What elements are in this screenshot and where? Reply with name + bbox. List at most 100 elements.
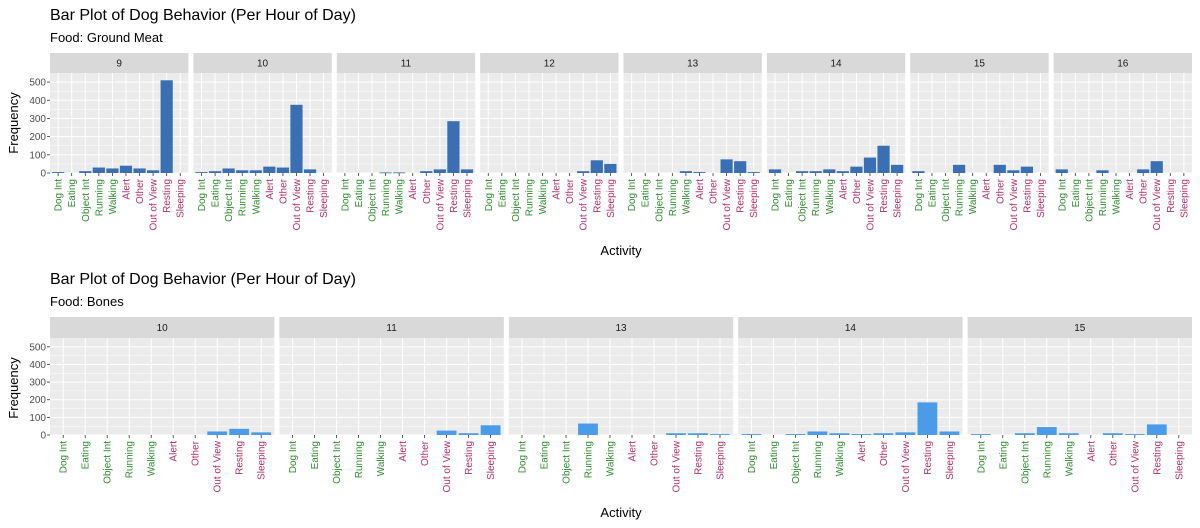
bar xyxy=(863,157,877,173)
x-tick-label: Dog Int xyxy=(976,441,987,473)
x-tick-label: Object Int xyxy=(332,441,343,484)
x-tick-label: Dog Int xyxy=(288,441,299,473)
x-tick-label: Other xyxy=(135,178,146,204)
bar xyxy=(747,172,760,173)
bar xyxy=(79,171,92,173)
bar xyxy=(734,161,747,173)
bar xyxy=(666,433,686,435)
bar xyxy=(1055,169,1068,173)
bar xyxy=(877,145,890,173)
x-tick-label: Eating xyxy=(354,179,365,207)
bar xyxy=(447,121,460,173)
x-tick-label: Walking xyxy=(835,441,846,476)
x-tick-label: Walking xyxy=(606,441,617,476)
x-tick-label: Alert xyxy=(838,179,849,200)
x-tick-label: Resting xyxy=(306,179,317,213)
x-tick-label: Out of View xyxy=(1009,178,1020,230)
x-tick-label: Alert xyxy=(695,179,706,200)
bar xyxy=(160,80,173,173)
facet-strip-label: 14 xyxy=(831,59,843,70)
x-tick-label: Sleeping xyxy=(176,179,187,218)
bar xyxy=(1150,161,1163,173)
panel-background xyxy=(279,338,504,435)
x-tick-label: Object Int xyxy=(791,441,802,484)
bar xyxy=(590,160,603,173)
x-tick-label: Other xyxy=(422,178,433,204)
facet-strip xyxy=(50,53,189,73)
x-tick-label: Walking xyxy=(825,179,836,214)
x-tick-label: Walking xyxy=(251,179,262,214)
chart-title-bottom: Bar Plot of Dog Behavior (Per Hour of Da… xyxy=(50,271,356,288)
bar xyxy=(133,168,146,173)
x-tick-label: Out of View xyxy=(435,178,446,230)
panel-background xyxy=(193,73,332,173)
x-tick-label: Eating xyxy=(211,179,222,207)
facet-strip-label: 11 xyxy=(386,323,397,334)
x-tick-label: Object Int xyxy=(1084,179,1095,222)
bar xyxy=(263,166,276,173)
x-tick-label: Dog Int xyxy=(197,179,208,211)
x-tick-label: Sleeping xyxy=(1179,179,1190,218)
facet-strip-label: 14 xyxy=(845,323,857,334)
facet-strip-label: 11 xyxy=(401,59,412,70)
facet-strip xyxy=(766,53,906,73)
bar xyxy=(249,170,262,173)
x-tick-label: Object Int xyxy=(103,441,114,484)
x-tick-label: Walking xyxy=(681,179,692,214)
x-tick-label: Running xyxy=(584,441,595,478)
x-tick-label: Object Int xyxy=(562,441,573,484)
x-tick-label: Out of View xyxy=(292,178,303,230)
x-tick-label: Dog Int xyxy=(1057,179,1068,211)
bar xyxy=(1014,433,1035,435)
x-tick-label: Sleeping xyxy=(462,179,473,218)
x-tick-label: Eating xyxy=(927,179,938,207)
x-tick-label: Object Int xyxy=(224,179,235,222)
bar xyxy=(106,168,119,173)
x-tick-label: Sleeping xyxy=(749,179,760,218)
facet-strip-label: 15 xyxy=(974,59,986,70)
x-tick-label: Sleeping xyxy=(606,179,617,218)
bar xyxy=(1007,170,1020,173)
x-tick-label: Running xyxy=(1098,179,1109,216)
facet-strip-label: 10 xyxy=(257,59,269,70)
bar xyxy=(741,434,762,435)
facet-strip xyxy=(193,53,332,73)
facet-panel: 16 Dog Int Eating Object Int Running Walking A… xyxy=(1053,53,1192,231)
facet-strip xyxy=(508,317,734,338)
x-tick-label: Out of View xyxy=(579,178,590,230)
bar xyxy=(480,425,501,435)
x-tick-label: Other xyxy=(995,178,1006,204)
x-tick-label: Eating xyxy=(310,441,321,469)
bar xyxy=(836,171,849,173)
x-tick-label: Resting xyxy=(879,179,890,213)
y-axis-title-top: Frequency xyxy=(6,92,21,154)
facet-strip xyxy=(738,317,963,338)
x-tick-label: Out of View xyxy=(865,178,876,230)
x-tick-label: Running xyxy=(668,179,679,216)
bar xyxy=(303,169,317,173)
x-tick-label: Resting xyxy=(592,179,603,213)
bar xyxy=(809,171,822,173)
bar xyxy=(891,164,904,173)
panel-background xyxy=(480,73,619,173)
panels-bottom: 0 100 200 300 400 500 10 Dog Int Eating Object In… xyxy=(29,317,1192,493)
bar xyxy=(993,164,1006,173)
bar xyxy=(912,171,925,173)
x-tick-label: Walking xyxy=(395,179,406,214)
bar xyxy=(577,171,590,173)
y-tick-label: 200 xyxy=(29,132,46,143)
x-tick-label: Resting xyxy=(1022,179,1033,213)
x-tick-label: Object Int xyxy=(511,179,522,222)
x-tick-label: Resting xyxy=(923,441,934,475)
y-tick-label: 400 xyxy=(29,360,46,371)
x-tick-label: Running xyxy=(381,179,392,216)
x-tick-label: Other xyxy=(191,440,202,466)
x-tick-label: Other xyxy=(1139,178,1150,204)
x-tick-label: Other xyxy=(879,440,890,466)
facet-strip xyxy=(279,317,504,338)
